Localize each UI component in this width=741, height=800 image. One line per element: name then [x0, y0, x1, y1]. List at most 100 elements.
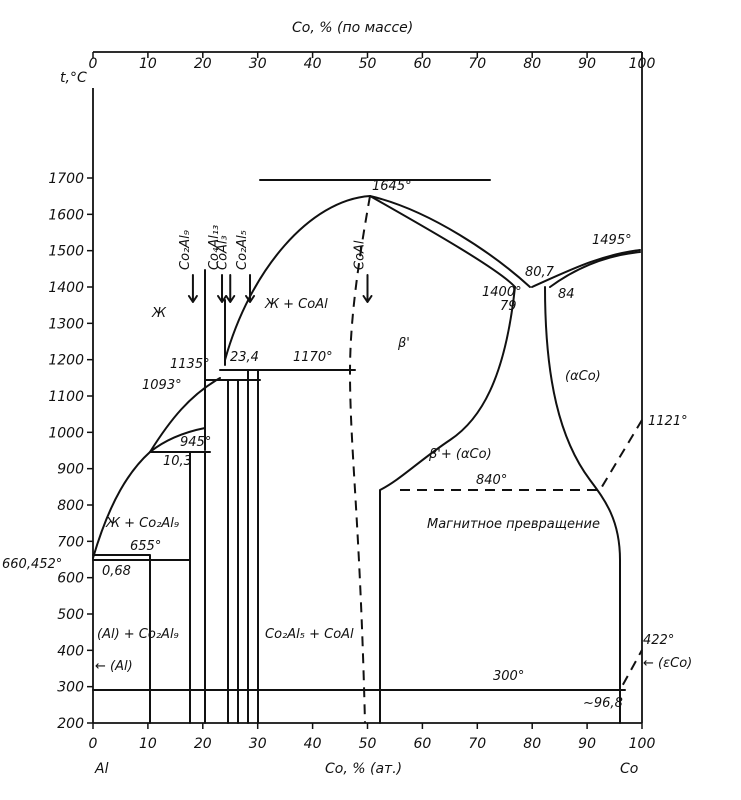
x-tick-label-top: 50 — [359, 56, 377, 72]
x-tick-label-bottom: 60 — [413, 736, 431, 752]
y-tick-label: 1200 — [48, 353, 84, 369]
x-tick-label-bottom: 90 — [578, 736, 596, 752]
label-1093: 1093° — [142, 378, 182, 393]
x-axis-label-bottom: Co, % (ат.) — [325, 761, 402, 777]
label-655: 655° — [130, 539, 161, 554]
label-beta-alpha: β'+ (αCo) — [428, 447, 492, 462]
x-tick-label-top: 30 — [249, 56, 267, 72]
label-945: 945° — [180, 435, 211, 450]
label-liquid-coal: Ж + CoAl — [264, 297, 328, 312]
x-tick-label-top: 40 — [304, 56, 322, 72]
compound-arrow — [225, 274, 236, 303]
x-tick-label-top: 100 — [629, 56, 656, 72]
x-tick-label-bottom: 10 — [139, 736, 157, 752]
x-tick-label-top: 10 — [139, 56, 157, 72]
solidus-coal-right — [369, 195, 516, 288]
x-tick-label-top: 60 — [413, 56, 431, 72]
x-tick-label-bottom: 0 — [89, 736, 98, 752]
x-tick-label-bottom: 50 — [359, 736, 377, 752]
y-tick-label: 900 — [57, 462, 84, 478]
y-tick-label: 1000 — [48, 425, 84, 441]
axis-ticks: 2003004005006007008009001000110012001300… — [48, 52, 655, 752]
compound-label: Co₄Al₁₃ — [207, 225, 222, 270]
label-alpha-co: (αCo) — [565, 369, 601, 384]
x-tick-label-top: 90 — [578, 56, 596, 72]
x-axis-label-top: Co, % (по массе) — [292, 20, 413, 36]
y-tick-label: 700 — [57, 534, 84, 550]
x-tick-label-bottom: 70 — [468, 736, 486, 752]
x-tick-label-bottom: 80 — [523, 736, 541, 752]
coal-dashed-boundary — [348, 195, 371, 724]
label-beta-prime: β' — [397, 336, 410, 351]
label-1645: 1645° — [372, 179, 412, 194]
label-eps-co: ← (εCo) — [643, 656, 692, 671]
compound-arrow — [217, 274, 228, 303]
label-10-3: 10,3 — [163, 454, 192, 469]
label-al-co2al9: (Al) + Co₂Al₉ — [97, 627, 179, 642]
beta-prime-right-boundary — [379, 286, 516, 724]
y-tick-label: 1400 — [48, 280, 84, 296]
y-tick-label: 1500 — [48, 244, 84, 260]
label-23-4: 23,4 — [230, 350, 259, 365]
solidus-co-side — [549, 251, 641, 288]
label-magnetic: Магнитное превращение — [427, 517, 600, 532]
label-1170: 1170° — [293, 350, 333, 365]
element-label-al: Al — [94, 761, 109, 777]
x-tick-label-bottom: 30 — [249, 736, 267, 752]
label-1135: 1135° — [170, 357, 210, 372]
liquidus-mid — [149, 377, 221, 453]
x-tick-label-top: 0 — [89, 56, 98, 72]
y-tick-label: 1600 — [48, 207, 84, 223]
compound-arrow — [362, 274, 373, 303]
label-96-8: ~96,8 — [583, 696, 623, 711]
y-tick-label: 300 — [57, 680, 84, 696]
y-tick-label: 1300 — [48, 316, 84, 332]
liquidus-coal-left — [224, 195, 371, 361]
label-1121: 1121° — [648, 414, 688, 429]
x-tick-label-bottom: 40 — [304, 736, 322, 752]
x-tick-label-top: 20 — [194, 56, 212, 72]
liquidus-coal-right — [369, 195, 531, 288]
y-tick-label: 1700 — [48, 171, 84, 187]
label-liquid: Ж — [151, 306, 167, 321]
y-tick-label: 400 — [57, 643, 84, 659]
label-1400: 1400° — [482, 285, 522, 300]
label-840: 840° — [476, 473, 507, 488]
compound-label: CoAl — [353, 240, 368, 270]
label-660: 660,452° — [2, 557, 62, 572]
y-tick-label: 600 — [57, 571, 84, 587]
alpha-co-boundary — [544, 286, 621, 724]
label-0-68: 0,68 — [102, 564, 131, 579]
guide-lines — [204, 179, 491, 451]
compound-label: Co₂Al₉ — [178, 230, 193, 270]
label-300: 300° — [493, 669, 524, 684]
x-tick-label-bottom: 20 — [194, 736, 212, 752]
compound-arrow — [187, 274, 198, 303]
y-tick-label: 800 — [57, 498, 84, 514]
co-hcp-boundary — [619, 560, 643, 691]
liquidus-co-side — [531, 249, 641, 288]
y-tick-label: 200 — [57, 716, 84, 732]
label-al-phase: ← (Al) — [95, 659, 133, 674]
x-tick-label-top: 70 — [468, 56, 486, 72]
liquidus-al-side — [92, 427, 206, 559]
compound-label: CoAl₃ — [215, 235, 230, 270]
label-422: 422° — [643, 633, 674, 648]
label-liquid-co2al9: Ж + Co₂Al₉ — [105, 516, 179, 531]
label-1495: 1495° — [592, 233, 632, 248]
label-co2al5-coal: Co₂Al₅ + CoAl — [265, 627, 354, 642]
x-tick-label-top: 80 — [523, 56, 541, 72]
y-tick-label: 500 — [57, 607, 84, 623]
liquidus-left-line — [92, 554, 151, 724]
label-79: 79 — [500, 299, 517, 314]
element-label-co: Co — [620, 761, 638, 777]
compound-verticals — [189, 369, 259, 724]
label-84: 84 — [558, 287, 575, 302]
x-tick-label-bottom: 100 — [629, 736, 656, 752]
compound-arrow — [245, 274, 256, 303]
compound-label: Co₂Al₅ — [235, 230, 250, 270]
y-tick-label: 1100 — [48, 389, 84, 405]
label-80-7: 80,7 — [525, 265, 555, 280]
